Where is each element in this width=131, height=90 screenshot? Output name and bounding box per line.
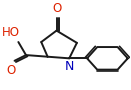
- Text: N: N: [65, 60, 74, 73]
- Text: O: O: [7, 64, 16, 77]
- Text: O: O: [52, 2, 61, 15]
- Text: HO: HO: [2, 26, 20, 39]
